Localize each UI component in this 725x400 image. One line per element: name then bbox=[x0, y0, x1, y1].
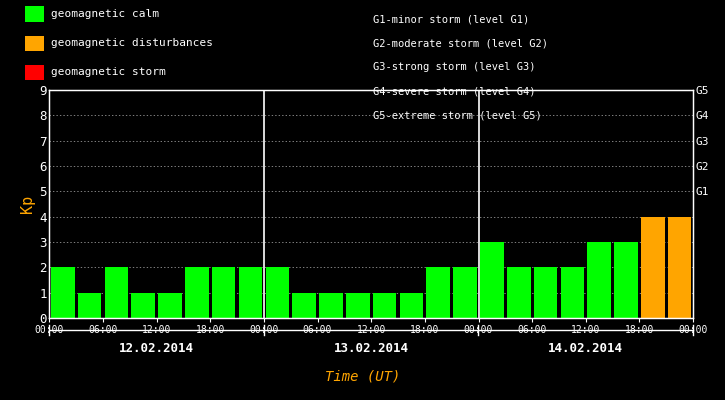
Text: Time (UT): Time (UT) bbox=[325, 370, 400, 384]
Y-axis label: Kp: Kp bbox=[20, 195, 35, 213]
Bar bbox=[507, 267, 531, 318]
Bar bbox=[51, 267, 75, 318]
Text: geomagnetic disturbances: geomagnetic disturbances bbox=[51, 38, 212, 48]
Bar bbox=[104, 267, 128, 318]
Bar bbox=[346, 293, 370, 318]
Bar bbox=[319, 293, 343, 318]
Bar bbox=[453, 267, 477, 318]
Bar bbox=[212, 267, 236, 318]
Text: G3-strong storm (level G3): G3-strong storm (level G3) bbox=[373, 62, 536, 72]
Bar bbox=[534, 267, 558, 318]
Text: G4-severe storm (level G4): G4-severe storm (level G4) bbox=[373, 86, 536, 96]
Text: 14.02.2014: 14.02.2014 bbox=[548, 342, 624, 355]
Bar bbox=[641, 217, 665, 318]
Bar bbox=[587, 242, 611, 318]
Text: G5-extreme storm (level G5): G5-extreme storm (level G5) bbox=[373, 110, 542, 120]
Bar bbox=[239, 267, 262, 318]
Bar bbox=[399, 293, 423, 318]
Bar bbox=[614, 242, 638, 318]
Bar bbox=[78, 293, 102, 318]
Bar bbox=[668, 217, 692, 318]
Text: G2-moderate storm (level G2): G2-moderate storm (level G2) bbox=[373, 38, 548, 48]
Text: 12.02.2014: 12.02.2014 bbox=[119, 342, 194, 355]
Bar bbox=[158, 293, 182, 318]
Bar bbox=[373, 293, 397, 318]
Bar bbox=[292, 293, 316, 318]
Bar bbox=[265, 267, 289, 318]
Text: geomagnetic storm: geomagnetic storm bbox=[51, 68, 165, 78]
Text: 13.02.2014: 13.02.2014 bbox=[334, 342, 409, 355]
Bar bbox=[185, 267, 209, 318]
Text: G1-minor storm (level G1): G1-minor storm (level G1) bbox=[373, 14, 530, 24]
Text: geomagnetic calm: geomagnetic calm bbox=[51, 9, 159, 19]
Bar bbox=[131, 293, 155, 318]
Bar bbox=[426, 267, 450, 318]
Bar bbox=[480, 242, 504, 318]
Bar bbox=[560, 267, 584, 318]
